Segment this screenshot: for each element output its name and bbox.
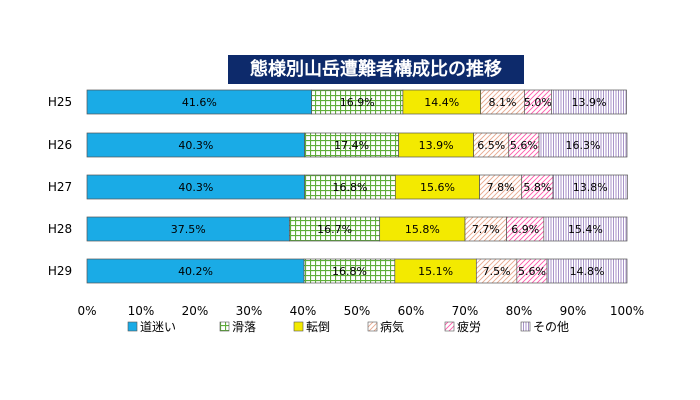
data-label: 40.2% [178, 265, 213, 278]
bar-segment [394, 258, 477, 284]
data-label: 7.5% [483, 265, 511, 278]
x-tick-label: 50% [344, 304, 371, 318]
data-label: 15.1% [418, 265, 453, 278]
bar-segment [552, 174, 628, 200]
legend: 道迷い 滑落 転倒 病気 疲労 その他 [127, 319, 569, 334]
legend-swatch [444, 321, 455, 332]
data-label: 16.7% [317, 223, 352, 236]
bar-segment [538, 132, 628, 158]
bar-segment [524, 89, 552, 115]
bar-segment [304, 132, 399, 158]
bar-segment [86, 132, 305, 158]
bar-segment [86, 89, 312, 115]
bar-segment [464, 216, 507, 242]
data-label: 7.8% [487, 181, 515, 194]
data-label: 14.4% [424, 96, 459, 109]
legend-swatch [367, 321, 378, 332]
x-tick-label: 10% [128, 304, 155, 318]
data-label: 5.8% [523, 181, 551, 194]
bar-segment [304, 174, 396, 200]
bars: H25 41.6% 16.9% 14.4% 8.1% 5.0% 13.9% H26 40.3% 1… [48, 89, 628, 284]
legend-swatch [127, 321, 138, 332]
x-tick-label: 70% [452, 304, 479, 318]
bar-segment [473, 132, 510, 158]
bar-segment [479, 174, 523, 200]
bar-segment [86, 216, 290, 242]
legend-swatch [219, 321, 230, 332]
data-label: 13.8% [573, 181, 608, 194]
bar-segment [398, 132, 474, 158]
x-tick-label: 80% [506, 304, 533, 318]
x-tick-label: 20% [182, 304, 209, 318]
data-label: 5.6% [510, 139, 538, 152]
bar-segment [516, 258, 548, 284]
x-axis: 0% 10% 20% 30% 40% 50% 60% 70% 80% 90% 100% [77, 304, 644, 318]
data-label: 8.1% [489, 96, 517, 109]
bar-segment [546, 258, 628, 284]
bar-segment [551, 89, 627, 115]
category-label: H26 [48, 138, 72, 152]
bar-segment [303, 258, 396, 284]
bar-segment [521, 174, 554, 200]
data-label: 5.6% [518, 265, 546, 278]
data-label: 16.9% [340, 96, 375, 109]
data-label: 7.7% [472, 223, 500, 236]
legend-label: 滑落 [232, 320, 256, 334]
bar-segment [480, 89, 525, 115]
data-label: 16.8% [333, 181, 368, 194]
legend-swatch [293, 321, 304, 332]
data-label: 6.5% [477, 139, 505, 152]
category-label: H27 [48, 180, 72, 194]
x-tick-label: 40% [290, 304, 317, 318]
data-label: 13.9% [571, 96, 606, 109]
data-label: 16.8% [332, 265, 367, 278]
data-label: 6.9% [511, 223, 539, 236]
bar-segment [86, 258, 305, 284]
legend-label: 道迷い [140, 320, 176, 334]
data-label: 5.0% [524, 96, 552, 109]
data-label: 15.4% [568, 223, 603, 236]
bar-segment [508, 132, 540, 158]
category-label: H29 [48, 264, 72, 278]
data-label: 40.3% [178, 139, 213, 152]
data-label: 17.4% [334, 139, 369, 152]
data-label: 14.8% [570, 265, 605, 278]
x-tick-label: 90% [560, 304, 587, 318]
bar-segment [289, 216, 381, 242]
x-tick-label: 30% [236, 304, 263, 318]
data-label: 13.9% [419, 139, 454, 152]
chart-title: 態様別山岳遭難者構成比の推移 [228, 55, 524, 84]
data-label: 37.5% [171, 223, 206, 236]
category-label: H28 [48, 222, 72, 236]
x-tick-label: 0% [77, 304, 96, 318]
x-tick-label: 60% [398, 304, 425, 318]
data-label: 16.3% [566, 139, 601, 152]
bar-segment [506, 216, 545, 242]
x-tick-label: 100% [610, 304, 644, 318]
bar-segment [475, 258, 518, 284]
data-label: 41.6% [182, 96, 217, 109]
legend-label: 転倒 [306, 320, 330, 334]
legend-swatch [520, 321, 531, 332]
legend-label: その他 [533, 320, 569, 334]
bar-segment [543, 216, 628, 242]
data-label: 15.6% [420, 181, 455, 194]
data-label: 15.8% [405, 223, 440, 236]
data-label: 40.3% [178, 181, 213, 194]
category-label: H25 [48, 95, 72, 109]
legend-label: 病気 [380, 319, 404, 334]
bar-segment [402, 89, 482, 115]
legend-label: 疲労 [457, 319, 481, 334]
